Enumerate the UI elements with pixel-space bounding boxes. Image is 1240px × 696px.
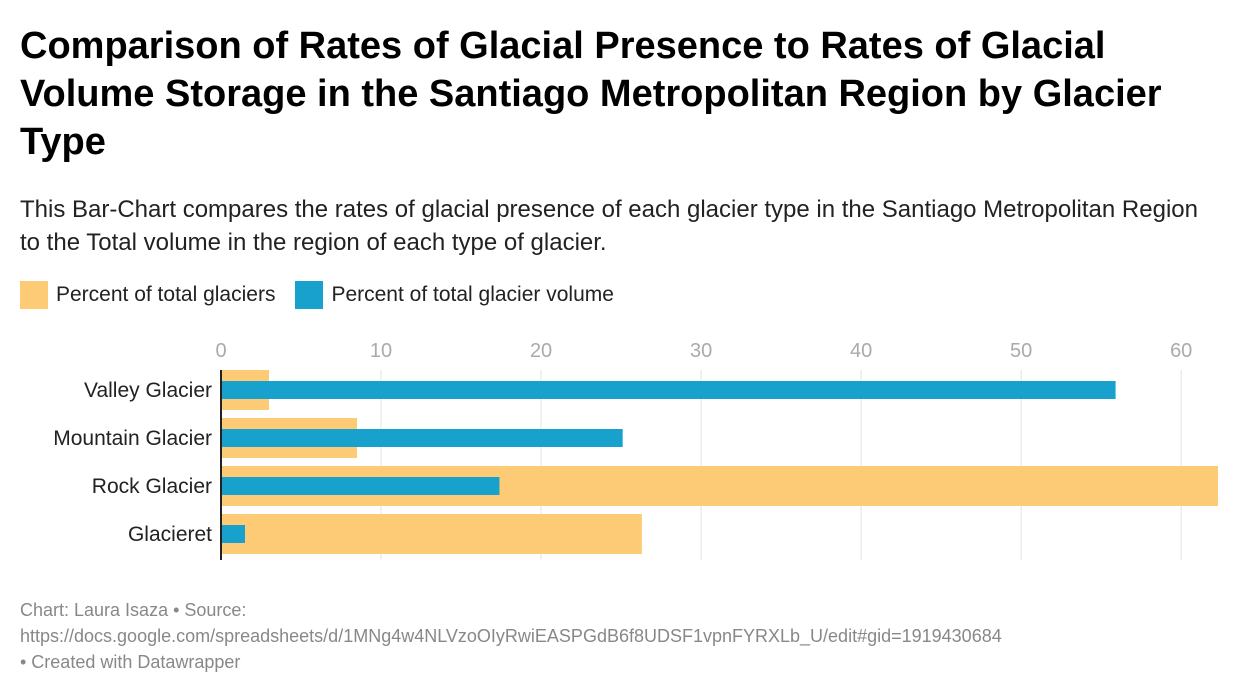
category-label: Glacieret: [128, 523, 212, 546]
chart-subtitle: This Bar-Chart compares the rates of gla…: [20, 196, 1198, 256]
x-tick-label: 0: [215, 340, 226, 362]
footer-created-with: • Created with Datawrapper: [20, 652, 241, 672]
x-tick-label: 50: [1010, 340, 1032, 362]
bar-chart: 0 10 20 30 40 50 60 Valley Glacier Mountain Glac…: [53, 340, 1218, 560]
category-label: Valley Glacier: [84, 379, 212, 402]
x-tick-label: 60: [1170, 340, 1192, 362]
bar-percent-total-volume: [221, 429, 623, 447]
legend-item-glaciers: Percent of total glaciers: [20, 281, 275, 309]
legend-label-glaciers: Percent of total glaciers: [56, 283, 276, 306]
legend-label-volume: Percent of total glacier volume: [331, 283, 614, 306]
category-label: Mountain Glacier: [53, 427, 212, 450]
footer-credit: Chart: Laura Isaza • Source:: [20, 600, 247, 620]
x-tick-label: 20: [530, 340, 552, 362]
legend-swatch-glaciers: [20, 281, 48, 309]
footer-source-url: https://docs.google.com/spreadsheets/d/1…: [20, 626, 1002, 646]
chart-legend: Percent of total glaciers Percent of tot…: [20, 281, 634, 309]
category-label: Rock Glacier: [92, 475, 212, 498]
bar-percent-total-volume: [221, 477, 500, 495]
bar-percent-total-glaciers: [221, 514, 642, 554]
chart-footer: Chart: Laura Isaza • Source: https://doc…: [20, 597, 1230, 675]
legend-swatch-volume: [295, 281, 324, 309]
bar-percent-total-volume: [221, 381, 1116, 399]
legend-item-volume: Percent of total glacier volume: [295, 281, 614, 309]
x-tick-label: 10: [370, 340, 392, 362]
bar-percent-total-volume: [221, 525, 246, 543]
x-tick-label: 30: [690, 340, 712, 362]
x-tick-label: 40: [850, 340, 872, 362]
chart-title: Comparison of Rates of Glacial Presence …: [20, 25, 1162, 163]
